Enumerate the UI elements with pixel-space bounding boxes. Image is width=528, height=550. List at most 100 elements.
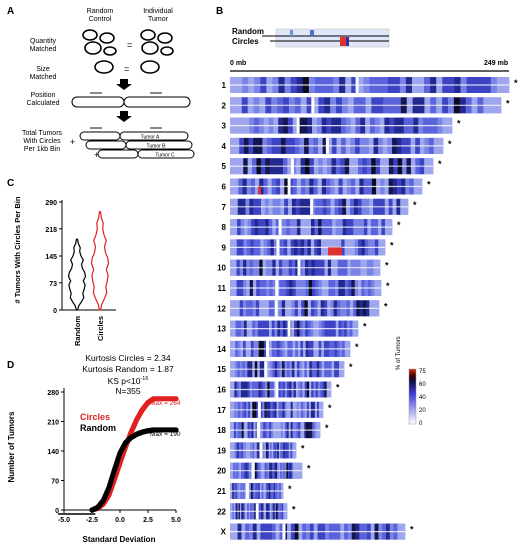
chromosome-bar [230,361,345,378]
chromosome-bar [230,239,386,256]
x-tick-label: -2.5 [86,517,98,524]
chromosome-label: 10 [217,264,226,273]
chromosome-bar [230,137,444,154]
series-random [89,427,179,513]
arrow-down-icon [116,111,132,122]
chromosome-label: 21 [217,487,226,496]
chromosome-label: 4 [222,142,227,151]
total-line1: Total Tumors [21,130,63,137]
tumor-circle [157,32,173,44]
kurtosis-circles: Kurtosis Circles = 2.34 [85,353,171,363]
tumor-circle [140,29,156,41]
chromosome-label: 16 [217,386,226,395]
chromosome-bar [230,198,409,215]
significance-star: * [301,443,305,453]
chromosome-bar [230,462,303,479]
legend-random-label: Random [232,27,264,36]
plus-sign-1: + [70,137,76,147]
data-point [173,396,179,402]
legend-heat-mark [290,30,293,36]
x-tick-label: 5.0 [171,517,181,524]
sample-size: N=355 [115,386,141,397]
ks-pvalue-base: KS p<10 [107,375,141,386]
significance-star: * [325,423,329,433]
panel-b-label: B [216,6,224,17]
max-circles-label: Max = 264 [150,400,181,407]
chromosome-label: 6 [222,183,227,192]
significance-star: * [292,504,296,514]
significance-star: * [427,180,431,190]
size-circle-tumor [140,60,160,74]
scatter-series [58,396,179,515]
tumor-b-label: Tumor B [147,144,167,150]
chromosome-label: 2 [222,101,227,110]
significance-star: * [457,119,461,129]
y-tick-label: 290 [45,200,57,207]
total-line2: With Circles [23,138,61,145]
legend-heat-mark [340,37,346,46]
colorbar-tick-label: 20 [419,408,426,414]
tumor-a-label: Tumor A [141,135,160,141]
y-tick-label: 280 [47,390,59,397]
tumor-header-line1: Individual [143,8,173,15]
chromosome-label: 8 [222,223,227,232]
quantity-matched-label: Quantity Matched [18,38,68,54]
significance-star: * [355,342,359,352]
significance-star: * [363,322,367,332]
significance-star: * [410,525,414,535]
chromosome-bar [230,158,434,175]
chromosome-label: 18 [217,426,226,435]
position-calculated-label: Position Calculated [16,92,70,108]
chromosome-bar [230,178,423,195]
panel-a-diagram: Tumor A Tumor B Tumor C [71,29,195,159]
significance-star: * [438,159,442,169]
chromosome-label: 14 [217,345,226,354]
scatter-x-axis-label: Standard Deviation [83,535,156,544]
legend-circles: Circles [80,412,110,422]
random-circle [99,32,115,44]
y-tick-label: 73 [49,281,57,288]
chromosome-bar [230,503,288,520]
chromosome-bar [230,442,297,459]
chromosome-label: X [221,528,227,537]
chromosome-bar [230,77,510,93]
violin-circles [90,211,110,311]
chromosome-label: 17 [217,406,226,415]
chromosome-bar [230,117,453,134]
total-tumors-label: Total Tumors With Circles Per 1kb Bin [10,130,74,154]
size-line2: Matched [29,74,57,81]
tumor-header-line2: Tumor [148,16,168,23]
random-header-line2: Control [88,16,112,23]
quantity-line2: Matched [29,46,57,53]
violin-x-label: Random [73,316,82,346]
colorbar-tick-label: 0 [419,421,423,427]
chromosome-label: 12 [217,304,226,313]
legend-heatmap-box [275,28,390,48]
significance-star: * [349,362,353,372]
legend-heat-mark [346,37,349,46]
y-tick-label: 210 [47,420,59,427]
individual-tumor-header: Individual Tumor [128,8,188,24]
chromosome-bar [230,483,284,499]
legend-heat-mark [310,30,314,36]
max-random-label: Max = 190 [150,431,181,438]
violins [67,211,110,311]
panel-d-label: D [7,360,15,371]
significance-star: * [307,464,311,474]
chromosome-bar [230,401,324,418]
chromosome-label: 11 [218,284,227,293]
y-tick-label: 140 [47,449,59,456]
chromosome-b-right [125,140,193,150]
chromosome-label: 3 [222,122,227,131]
x-tick-label: -5.0 [58,517,70,524]
violin-plot: # Tumors With Circles Per Bin 0 73 145 218 2… [13,196,116,346]
chromosome-bar [230,280,382,296]
x-tick-label: 2.5 [143,517,153,524]
tumor-circle [160,46,174,56]
significance-star: * [386,281,390,291]
y-tick-label: 0 [55,508,59,515]
scatter-y-axis-label: Number of Tumors [7,411,16,483]
position-line2: Calculated [26,100,60,107]
ks-pvalue-exponent: -16 [140,376,149,382]
chromosome-label: 15 [217,365,226,374]
